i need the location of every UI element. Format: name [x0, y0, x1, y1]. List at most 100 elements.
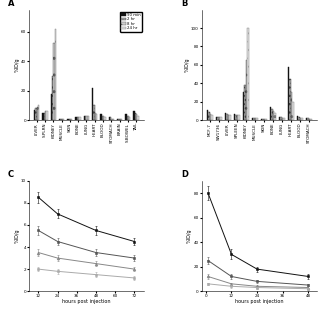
Bar: [229, 115, 231, 120]
Bar: [71, 118, 73, 120]
Bar: [219, 117, 220, 120]
Bar: [265, 119, 267, 120]
X-axis label: hours post injection: hours post injection: [235, 300, 284, 304]
Bar: [228, 115, 229, 120]
Bar: [92, 88, 93, 120]
Bar: [104, 117, 106, 120]
Bar: [45, 111, 46, 120]
Bar: [120, 118, 121, 120]
Text: C: C: [8, 170, 14, 179]
Bar: [111, 118, 113, 120]
Bar: [274, 113, 276, 120]
Bar: [264, 119, 265, 120]
Bar: [207, 110, 208, 120]
Bar: [59, 118, 60, 120]
Bar: [301, 118, 303, 120]
Bar: [136, 114, 137, 120]
Bar: [38, 105, 39, 120]
Bar: [235, 115, 237, 120]
Bar: [262, 119, 264, 120]
Bar: [217, 117, 219, 120]
Bar: [84, 116, 85, 120]
Bar: [246, 60, 247, 120]
Bar: [300, 118, 301, 120]
Text: A: A: [8, 0, 15, 8]
Bar: [243, 92, 244, 120]
Bar: [34, 110, 36, 120]
Bar: [244, 85, 246, 120]
Bar: [77, 117, 78, 120]
Legend: 90 min, 2 hr, 8 hr, 24 hr: 90 min, 2 hr, 8 hr, 24 hr: [120, 12, 142, 32]
Y-axis label: %ID/g: %ID/g: [187, 229, 192, 243]
Bar: [225, 113, 226, 120]
Bar: [70, 118, 71, 120]
Bar: [42, 113, 44, 120]
Bar: [126, 116, 128, 120]
Bar: [93, 105, 95, 120]
Bar: [128, 116, 129, 120]
Bar: [291, 92, 292, 120]
Bar: [234, 114, 235, 120]
Bar: [226, 114, 228, 120]
Bar: [103, 116, 104, 120]
Bar: [247, 28, 249, 120]
Bar: [67, 118, 68, 120]
Bar: [306, 118, 307, 120]
Bar: [121, 118, 122, 120]
Bar: [309, 119, 310, 120]
Bar: [86, 116, 88, 120]
Bar: [310, 119, 312, 120]
Bar: [37, 107, 38, 120]
Bar: [237, 116, 238, 120]
Bar: [68, 118, 70, 120]
Bar: [63, 118, 64, 120]
Bar: [252, 118, 253, 120]
Bar: [61, 118, 63, 120]
Bar: [36, 108, 37, 120]
Bar: [78, 117, 79, 120]
Bar: [298, 117, 300, 120]
Bar: [102, 116, 103, 120]
Bar: [60, 118, 61, 120]
Bar: [135, 113, 136, 120]
X-axis label: hours post injection: hours post injection: [62, 300, 111, 304]
Bar: [113, 118, 114, 120]
Bar: [238, 116, 240, 120]
Bar: [253, 118, 255, 120]
Bar: [46, 111, 48, 120]
Bar: [133, 111, 135, 120]
Bar: [307, 118, 309, 120]
Bar: [88, 116, 89, 120]
Bar: [118, 118, 120, 120]
Bar: [110, 117, 111, 120]
Bar: [100, 114, 102, 120]
Bar: [216, 117, 217, 120]
Bar: [211, 115, 212, 120]
Bar: [255, 118, 256, 120]
Bar: [51, 93, 52, 120]
Bar: [137, 116, 139, 120]
Bar: [53, 44, 55, 120]
Bar: [129, 117, 131, 120]
Bar: [271, 109, 273, 120]
Bar: [208, 112, 210, 120]
Bar: [76, 117, 77, 120]
Text: D: D: [181, 170, 188, 179]
Y-axis label: %ID/g: %ID/g: [14, 58, 20, 72]
Y-axis label: %ID/g: %ID/g: [14, 229, 20, 243]
Bar: [273, 111, 274, 120]
Bar: [117, 118, 118, 120]
Bar: [79, 117, 81, 120]
Bar: [44, 113, 45, 120]
Bar: [261, 119, 262, 120]
Bar: [289, 79, 291, 120]
Bar: [283, 118, 284, 120]
Bar: [52, 76, 53, 120]
Bar: [282, 118, 283, 120]
Bar: [279, 117, 280, 120]
Bar: [270, 107, 271, 120]
Bar: [220, 117, 221, 120]
Bar: [256, 118, 258, 120]
Bar: [55, 29, 56, 120]
Bar: [108, 117, 110, 120]
